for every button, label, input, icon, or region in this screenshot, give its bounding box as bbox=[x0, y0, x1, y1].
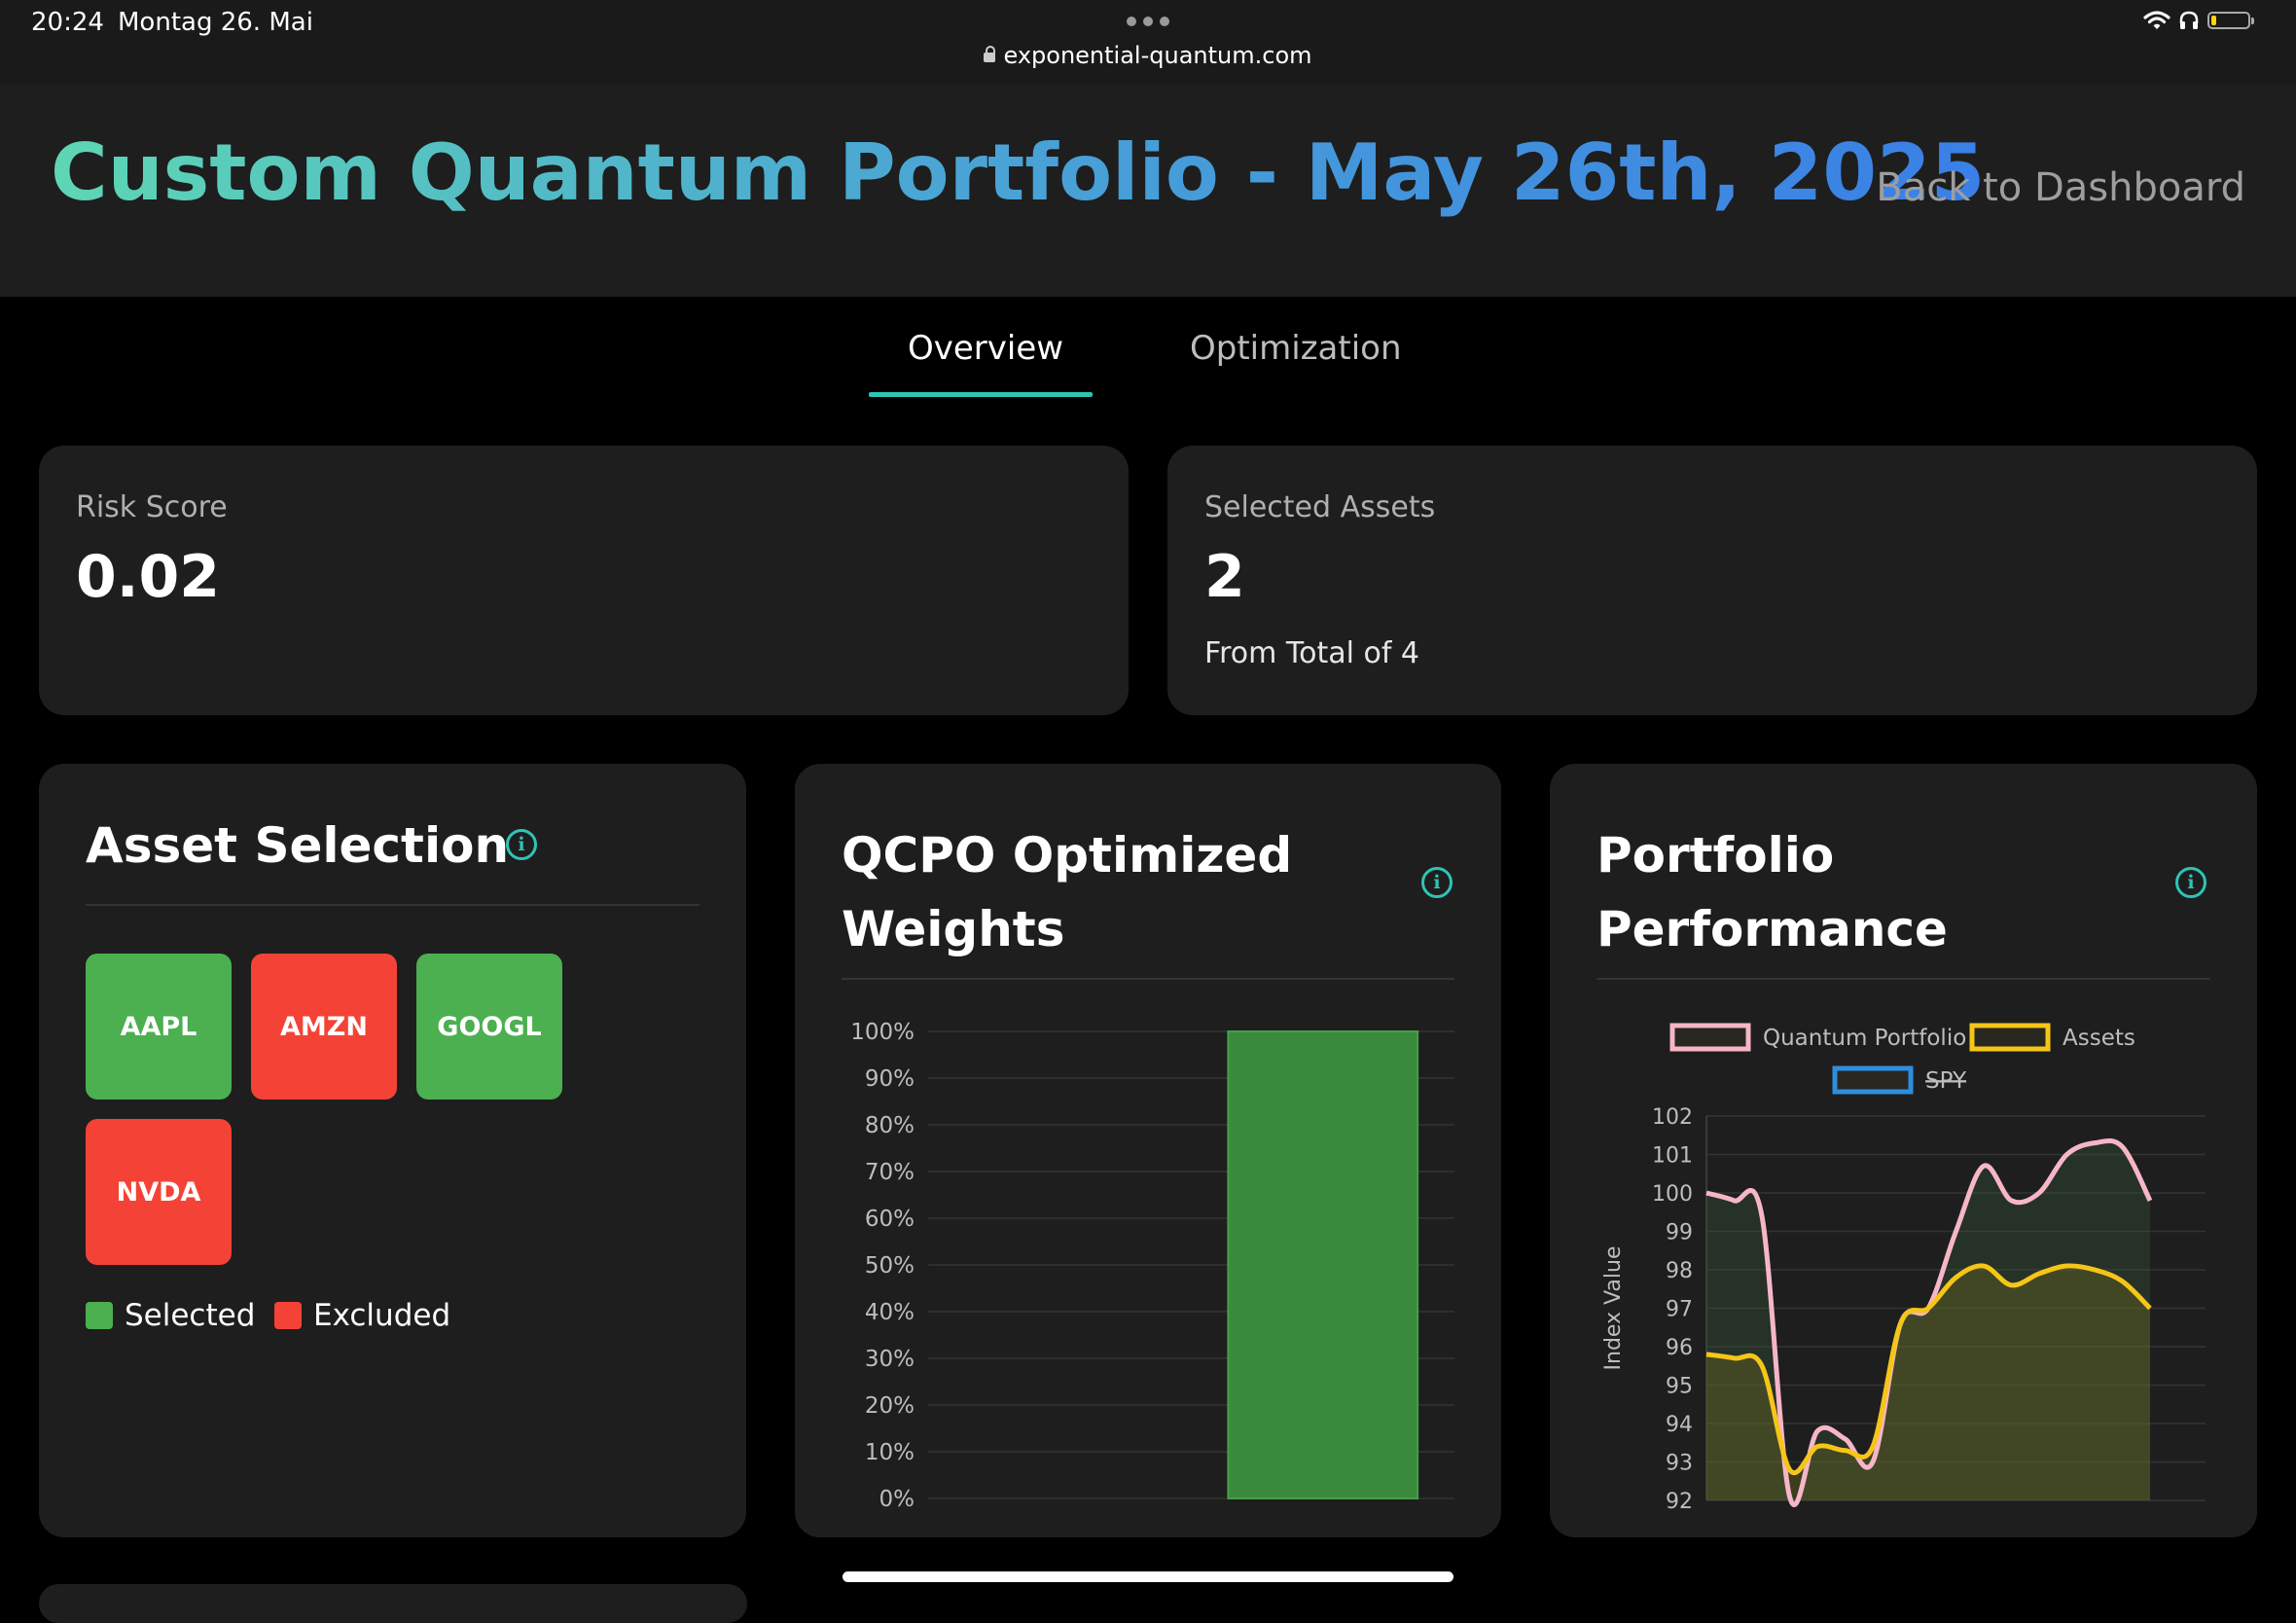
portfolio-performance-card: Portfolio Performance i 92 93 94 95 96 97 98 99… bbox=[1550, 764, 2257, 1537]
y-tick-label: 92 bbox=[1666, 1490, 1693, 1514]
status-icons bbox=[2143, 10, 2254, 31]
divider bbox=[1596, 978, 2210, 980]
wifi-icon bbox=[2143, 11, 2170, 29]
info-icon[interactable]: i bbox=[506, 829, 537, 860]
performance-title-line2: Performance bbox=[1596, 901, 1948, 957]
battery-icon bbox=[2207, 12, 2254, 29]
risk-score-value: 0.02 bbox=[76, 543, 221, 611]
asset-selection-title: Asset Selection bbox=[86, 817, 510, 874]
divider bbox=[86, 904, 700, 906]
optimized-weights-card: QCPO Optimized Weights i 0% 10% 20% 30% 40% 5… bbox=[795, 764, 1501, 1537]
selected-assets-card: Selected Assets 2 From Total of 4 bbox=[1167, 446, 2257, 715]
divider bbox=[842, 978, 1454, 980]
status-bar: 20:24 Montag 26. Mai exponential-quantum… bbox=[0, 0, 2296, 84]
home-indicator[interactable] bbox=[843, 1571, 1453, 1582]
more-dots-icon[interactable] bbox=[1127, 17, 1169, 26]
status-date: Montag 26. Mai bbox=[118, 8, 313, 37]
legend-swatch bbox=[1969, 1023, 2051, 1052]
y-tick-label: 95 bbox=[1666, 1375, 1693, 1399]
series-area bbox=[1706, 1140, 2150, 1505]
active-tab-indicator bbox=[869, 392, 1093, 397]
y-axis-label: Index Value bbox=[1601, 1246, 1626, 1371]
excluded-legend-label: Excluded bbox=[313, 1298, 451, 1333]
risk-score-card: Risk Score 0.02 bbox=[39, 446, 1129, 715]
legend-label: Assets bbox=[2063, 1026, 2135, 1051]
selected-assets-value: 2 bbox=[1204, 543, 1245, 611]
y-tick-label: 50% bbox=[865, 1253, 915, 1279]
performance-title-line1: Portfolio bbox=[1596, 827, 1835, 884]
y-tick-label: 102 bbox=[1652, 1105, 1693, 1130]
y-tick-label: 70% bbox=[865, 1160, 915, 1185]
status-time: 20:24 bbox=[31, 8, 104, 37]
info-icon[interactable]: i bbox=[1421, 867, 1453, 898]
y-tick-label: 97 bbox=[1666, 1298, 1693, 1322]
series-area bbox=[1706, 1265, 2150, 1500]
headphones-icon bbox=[2179, 11, 2199, 29]
y-tick-label: 93 bbox=[1666, 1452, 1693, 1476]
url-bar[interactable]: exponential-quantum.com bbox=[0, 42, 2296, 69]
selected-assets-label: Selected Assets bbox=[1204, 490, 1436, 524]
y-tick-label: 96 bbox=[1666, 1336, 1693, 1360]
tab-overview[interactable]: Overview bbox=[908, 329, 1064, 368]
info-icon[interactable]: i bbox=[2175, 867, 2206, 898]
y-tick-label: 20% bbox=[865, 1393, 915, 1419]
excluded-legend-swatch bbox=[274, 1302, 302, 1329]
back-to-dashboard-link[interactable]: Back to Dashboard bbox=[1876, 165, 2245, 210]
y-tick-label: 98 bbox=[1666, 1259, 1693, 1283]
y-tick-label: 30% bbox=[865, 1347, 915, 1372]
legend-swatch bbox=[1832, 1065, 1914, 1095]
weights-title: QCPO Optimized Weights bbox=[842, 818, 1292, 966]
series-line bbox=[1705, 1263, 2152, 1475]
weight-bar bbox=[1227, 1030, 1419, 1499]
performance-title: Portfolio Performance bbox=[1596, 818, 1948, 966]
lock-icon bbox=[984, 46, 996, 62]
selected-legend-label: Selected bbox=[125, 1298, 256, 1333]
page-header: Custom Quantum Portfolio - May 26th, 202… bbox=[0, 84, 2296, 297]
y-tick-label: 100% bbox=[850, 1020, 915, 1045]
y-tick-label: 60% bbox=[865, 1207, 915, 1232]
y-tick-label: 80% bbox=[865, 1113, 915, 1138]
weights-bar-chart: 0% 10% 20% 30% 40% 50% 60% 70% 80% 90% 100% bbox=[850, 1020, 1454, 1512]
y-tick-label: 90% bbox=[865, 1066, 915, 1092]
weights-title-line1: QCPO Optimized bbox=[842, 827, 1293, 884]
risk-score-label: Risk Score bbox=[76, 490, 228, 524]
weights-title-line2: Weights bbox=[842, 901, 1065, 957]
tab-optimization[interactable]: Optimization bbox=[1190, 329, 1402, 368]
y-tick-label: 40% bbox=[865, 1300, 915, 1325]
legend-label: Quantum Portfolio bbox=[1763, 1026, 1966, 1051]
asset-tile-googl[interactable]: GOOGL bbox=[416, 954, 562, 1100]
next-card bbox=[39, 1584, 747, 1623]
y-tick-label: 94 bbox=[1666, 1413, 1693, 1437]
y-tick-label: 0% bbox=[879, 1487, 915, 1512]
performance-line-chart: 92 93 94 95 96 97 98 99 100 101 102 Index Value Quan… bbox=[1601, 1023, 2206, 1514]
y-tick-label: 10% bbox=[865, 1440, 915, 1465]
asset-tile-aapl[interactable]: AAPL bbox=[86, 954, 232, 1100]
page-title: Custom Quantum Portfolio - May 26th, 202… bbox=[51, 127, 1986, 218]
url-text: exponential-quantum.com bbox=[1003, 42, 1312, 69]
legend-swatch bbox=[1669, 1023, 1751, 1052]
y-tick-label: 101 bbox=[1652, 1144, 1693, 1169]
y-tick-label: 100 bbox=[1652, 1182, 1693, 1207]
selected-legend-swatch bbox=[86, 1302, 113, 1329]
asset-tile-amzn[interactable]: AMZN bbox=[251, 954, 397, 1100]
y-tick-label: 99 bbox=[1666, 1221, 1693, 1245]
asset-tile-nvda[interactable]: NVDA bbox=[86, 1119, 232, 1265]
asset-selection-card: Asset Selection i AAPL AMZN GOOGL NVDA S… bbox=[39, 764, 746, 1537]
legend-label: SPY bbox=[1925, 1068, 1967, 1094]
selected-assets-total: From Total of 4 bbox=[1204, 636, 1420, 670]
